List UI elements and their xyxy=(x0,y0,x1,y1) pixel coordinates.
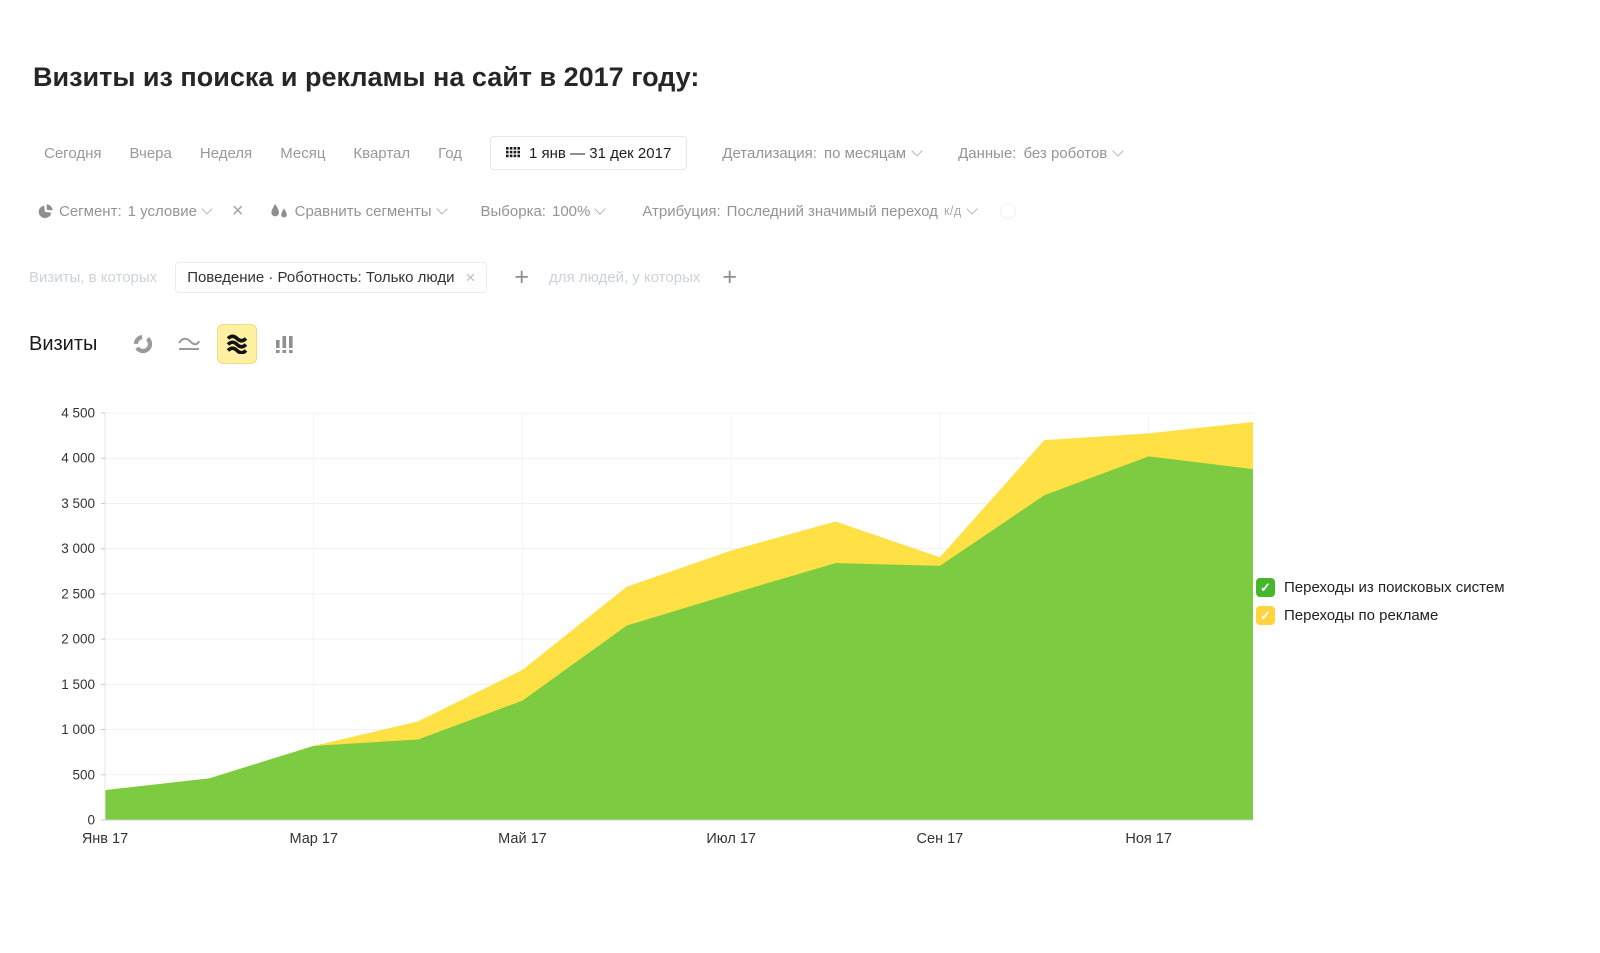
tab-year[interactable]: Год xyxy=(438,144,463,162)
tab-today[interactable]: Сегодня xyxy=(44,144,102,162)
svg-text:3 000: 3 000 xyxy=(61,541,95,556)
data-mode-value: без роботов xyxy=(1023,144,1108,162)
compare-segments-label: Сравнить сегменты xyxy=(294,202,432,220)
search-series-checkbox[interactable]: ✓ xyxy=(1256,578,1275,597)
attribution-dropdown[interactable]: Атрибуция: Последний значимый переход к/д xyxy=(642,202,978,220)
svg-text:4 500: 4 500 xyxy=(61,406,95,421)
stacked-area-chart-icon xyxy=(227,334,248,354)
chart-type-columns-button[interactable] xyxy=(265,324,305,364)
data-mode-dropdown[interactable]: Данные: без роботов xyxy=(958,144,1124,162)
visits-area-chart[interactable]: 0 500 1 000 1 500 2 000 2 500 3 000 3 500 4 000 4… xyxy=(30,393,1280,858)
legend-item-search[interactable]: ✓ Переходы из поисковых систем xyxy=(1256,578,1505,597)
sampling-label: Выборка: xyxy=(480,202,546,220)
clear-segment-icon[interactable]: × xyxy=(231,200,244,222)
data-mode-label: Данные: xyxy=(958,144,1017,162)
period-toolbar: Сегодня Вчера Неделя Месяц Квартал Год 1… xyxy=(44,136,1124,170)
svg-text:0: 0 xyxy=(87,813,95,828)
people-filter-hint[interactable]: для людей, у которых xyxy=(549,268,701,286)
legend-label-ads: Переходы по рекламе xyxy=(1284,607,1439,624)
attribution-label: Атрибуция: xyxy=(642,202,721,220)
segment-value: 1 условие xyxy=(127,202,197,220)
svg-text:2 500: 2 500 xyxy=(61,586,95,601)
sampling-value: 100% xyxy=(551,202,591,220)
help-icon[interactable] xyxy=(999,203,1016,219)
metric-title: Визиты xyxy=(29,332,98,355)
segment-dropdown[interactable]: Сегмент: 1 условие xyxy=(59,202,213,220)
ads-series-checkbox[interactable]: ✓ xyxy=(1256,606,1275,625)
svg-text:500: 500 xyxy=(72,767,95,782)
svg-text:2 000: 2 000 xyxy=(61,632,95,647)
chart-type-stacked-area-button[interactable] xyxy=(217,324,258,364)
add-people-filter-button[interactable]: + xyxy=(722,262,737,291)
chevron-down-icon xyxy=(911,145,923,157)
compare-segments-icon xyxy=(271,203,287,217)
tab-quarter[interactable]: Квартал xyxy=(353,144,411,162)
add-visit-filter-button[interactable]: + xyxy=(514,262,530,291)
calendar-icon xyxy=(506,146,521,157)
filter-bar: Визиты, в которых Поведение · Роботность… xyxy=(29,261,737,293)
remove-filter-icon[interactable]: × xyxy=(465,267,476,287)
tab-week[interactable]: Неделя xyxy=(199,144,253,162)
attribution-value: Последний значимый переход xyxy=(726,202,938,220)
svg-text:Июл 17: Июл 17 xyxy=(706,831,756,847)
segment-pie-icon xyxy=(38,203,53,218)
page-title: Визиты из поиска и рекламы на сайт в 201… xyxy=(33,62,700,92)
chart-type-doughnut-button[interactable] xyxy=(123,324,163,364)
legend-item-ads[interactable]: ✓ Переходы по рекламе xyxy=(1256,606,1505,625)
line-chart-icon xyxy=(178,337,201,350)
svg-text:Мар 17: Мар 17 xyxy=(289,831,338,847)
robotness-filter-chip[interactable]: Поведение · Роботность: Только люди × xyxy=(175,261,488,293)
chevron-down-icon xyxy=(1112,145,1124,157)
detail-dropdown[interactable]: Детализация: по месяцам xyxy=(722,144,923,162)
column-chart-icon xyxy=(276,336,293,353)
segment-toolbar: Сегмент: 1 условие × Сравнить сегменты Вы… xyxy=(37,198,1016,224)
svg-text:3 500: 3 500 xyxy=(61,496,95,511)
compare-segments-dropdown[interactable]: Сравнить сегменты xyxy=(294,202,448,220)
chevron-down-icon xyxy=(966,203,978,215)
chevron-down-icon xyxy=(201,203,213,215)
svg-text:Май 17: Май 17 xyxy=(498,831,547,847)
chevron-down-icon xyxy=(594,203,607,215)
legend-label-search: Переходы из поисковых систем xyxy=(1284,579,1505,596)
metric-header: Визиты xyxy=(29,324,305,364)
tab-month[interactable]: Месяц xyxy=(280,144,326,162)
visits-filter-hint[interactable]: Визиты, в которых xyxy=(29,268,158,286)
chevron-down-icon xyxy=(435,203,448,215)
svg-text:1 500: 1 500 xyxy=(61,677,95,692)
chart-legend: ✓ Переходы из поисковых систем ✓ Переход… xyxy=(1256,578,1505,625)
svg-text:4 000: 4 000 xyxy=(61,451,95,466)
svg-text:Сен 17: Сен 17 xyxy=(917,831,964,847)
chart-type-line-button[interactable] xyxy=(169,324,209,364)
detail-value: по месяцам xyxy=(823,144,907,162)
attribution-suffix: к/д xyxy=(943,204,962,218)
date-range-button[interactable]: 1 янв — 31 дек 2017 xyxy=(490,136,688,170)
detail-label: Детализация: xyxy=(722,144,817,162)
date-range-label: 1 янв — 31 дек 2017 xyxy=(529,144,672,162)
svg-text:1 000: 1 000 xyxy=(61,722,95,737)
doughnut-chart-icon xyxy=(134,334,153,354)
segment-label: Сегмент: xyxy=(59,202,122,220)
svg-text:Янв 17: Янв 17 xyxy=(82,831,128,847)
svg-text:Ноя 17: Ноя 17 xyxy=(1125,831,1172,847)
filter-chip-label: Поведение · Роботность: Только люди xyxy=(187,268,455,286)
tab-yesterday[interactable]: Вчера xyxy=(129,144,172,162)
sampling-dropdown[interactable]: Выборка: 100% xyxy=(480,202,607,220)
